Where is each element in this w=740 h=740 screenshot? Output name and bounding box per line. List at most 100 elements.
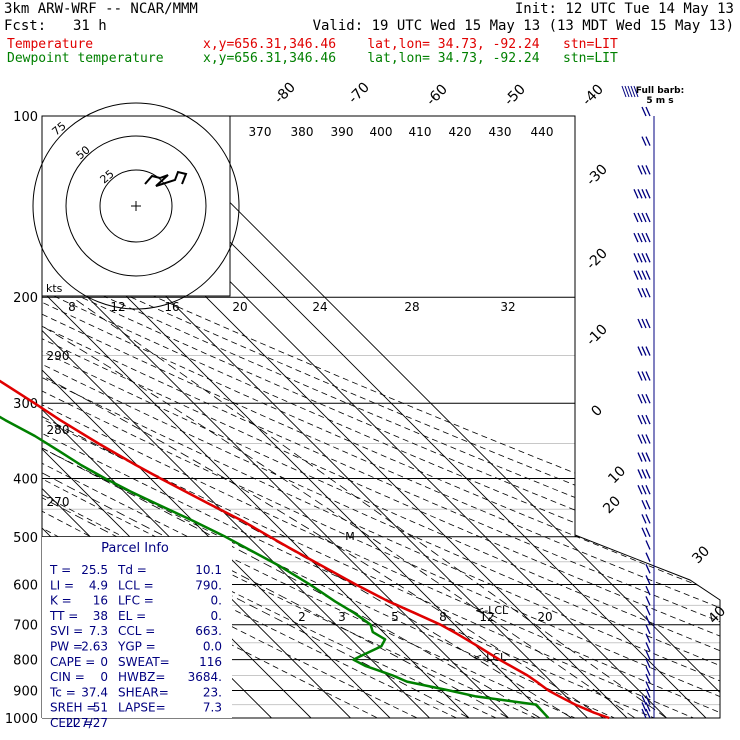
wind-barb bbox=[637, 287, 643, 298]
parcel-row-label: SREH = bbox=[50, 701, 96, 715]
mixing-ratio-label: 20 bbox=[537, 610, 552, 624]
dry-adiabat bbox=[42, 116, 564, 718]
wind-barb bbox=[633, 189, 639, 199]
isotherm-line bbox=[143, 116, 720, 718]
mixing-ratio-label: 12 bbox=[110, 300, 125, 314]
parcel-row-value: 38 bbox=[93, 609, 108, 623]
wind-barb bbox=[645, 318, 651, 329]
hodograph-ring bbox=[99, 169, 173, 243]
dry-adiabat bbox=[42, 116, 720, 718]
wind-barb bbox=[637, 232, 643, 243]
fcst-label: Fcst: bbox=[4, 18, 47, 34]
wind-barb bbox=[645, 527, 651, 538]
pressure-tick-label: 200 bbox=[13, 291, 38, 306]
isotherm-label: -30 bbox=[583, 161, 610, 188]
wind-barb bbox=[641, 212, 647, 223]
wind-barb bbox=[637, 452, 643, 462]
pressure-tick-label: 800 bbox=[13, 654, 38, 669]
parcel-row-label: CAPE = bbox=[50, 655, 95, 669]
isotherm-line bbox=[42, 116, 430, 718]
parcel-row-label: LI = bbox=[50, 578, 74, 592]
isotherm-label: 40 bbox=[705, 603, 729, 627]
hodograph-ring bbox=[32, 102, 240, 310]
wind-barb bbox=[633, 212, 639, 223]
parcel-row-value: 16 bbox=[93, 594, 108, 608]
dewpoint-point-info: x,y=656.31,346.46 lat,lon= 34.73, -92.24… bbox=[203, 51, 618, 66]
dry-adiabat bbox=[42, 116, 720, 718]
wind-barb bbox=[641, 695, 647, 705]
wind-barb bbox=[641, 253, 647, 263]
parcel-row-label: SHEAR= bbox=[118, 685, 169, 699]
wind-barb bbox=[641, 346, 647, 356]
parcel-row-value: 0. bbox=[211, 609, 222, 623]
theta-label: 430 bbox=[489, 125, 512, 139]
temperature-point-info: x,y=656.31,346.46 lat,lon= 34.73, -92.24… bbox=[203, 37, 618, 52]
parcel-row-label: SVI = bbox=[50, 624, 83, 638]
parcel-row-value: 2.63 bbox=[81, 640, 108, 654]
wind-barb bbox=[641, 434, 647, 444]
isotherm-line bbox=[42, 116, 391, 718]
parcel-info-panel: Parcel Info T = 25.5 Td = 10.1 LI = 4.9 LCL = 79… bbox=[42, 537, 232, 730]
theta-label: 280 bbox=[47, 423, 70, 437]
mixing-ratio-label: 2 bbox=[298, 610, 306, 624]
dry-adiabat bbox=[42, 116, 720, 718]
mixing-ratio-label: 8 bbox=[439, 610, 447, 624]
wind-barb bbox=[645, 702, 651, 712]
wind-barb bbox=[633, 270, 639, 280]
theta-label: 440 bbox=[531, 125, 554, 139]
wind-barb bbox=[645, 650, 651, 660]
wind-barb bbox=[637, 346, 643, 356]
isotherm-label: -40 bbox=[579, 81, 606, 108]
isotherm-label: -80 bbox=[271, 79, 298, 106]
temperature-profile bbox=[0, 379, 610, 720]
wind-barb bbox=[641, 452, 647, 462]
wind-barb bbox=[641, 527, 647, 538]
wind-barb bbox=[645, 575, 651, 585]
parcel-info-title: Parcel Info bbox=[101, 541, 169, 556]
wind-barb bbox=[645, 270, 651, 280]
isotherm-line bbox=[42, 116, 509, 718]
wind-barb bbox=[637, 414, 643, 425]
mixing-ratio-label: 32 bbox=[500, 300, 515, 314]
wind-barb bbox=[645, 136, 651, 146]
wind-barb bbox=[633, 232, 639, 243]
wind-barb bbox=[645, 658, 651, 668]
parcel-row-label: CIN = bbox=[50, 670, 85, 684]
dry-adiabat bbox=[42, 116, 720, 718]
wind-barbs bbox=[633, 106, 655, 719]
parcel-row-value: 116 bbox=[199, 655, 222, 669]
wind-barb bbox=[645, 469, 651, 479]
wind-barb bbox=[637, 189, 643, 199]
parcel-row-value: 227/27 bbox=[66, 716, 108, 730]
wind-barb bbox=[641, 514, 647, 524]
fcst-value: 31 h bbox=[73, 18, 107, 34]
lcl-annotation: <-LCL bbox=[475, 604, 509, 617]
wind-barb bbox=[641, 189, 647, 199]
theta-label: 270 bbox=[47, 495, 70, 509]
wind-legend-barb bbox=[624, 85, 630, 98]
hodograph-ring bbox=[65, 135, 207, 277]
wind-barb bbox=[645, 212, 651, 223]
parcel-row-value: 37.4 bbox=[81, 685, 108, 699]
wind-barb bbox=[645, 499, 651, 510]
wind-barb bbox=[641, 136, 647, 146]
wind-barb bbox=[645, 346, 651, 356]
init-time: Init: 12 UTC Tue 14 May 13 bbox=[514, 1, 734, 17]
wind-barb bbox=[645, 624, 651, 635]
parcel-row-value: 51 bbox=[93, 701, 108, 715]
mixing-ratio-label: 12 bbox=[479, 610, 494, 624]
isotherm-line bbox=[42, 116, 470, 718]
parcel-row-value: 23. bbox=[203, 685, 222, 699]
parcel-row-value: 3684. bbox=[188, 670, 222, 684]
wind-legend-title: Full barb: bbox=[636, 86, 684, 96]
wind-barb bbox=[645, 642, 651, 652]
wind-barb bbox=[641, 702, 647, 712]
parcel-row-label: CELL = bbox=[50, 716, 93, 730]
parcel-row-label: Tc = bbox=[49, 685, 76, 699]
parcel-row-label: PW = bbox=[50, 640, 83, 654]
parcel-row-label: EL = bbox=[118, 609, 146, 623]
wind-barb bbox=[645, 253, 651, 263]
parcel-row-label: LCL = bbox=[118, 578, 154, 592]
mixing-ratio-label: 3 bbox=[338, 610, 346, 624]
